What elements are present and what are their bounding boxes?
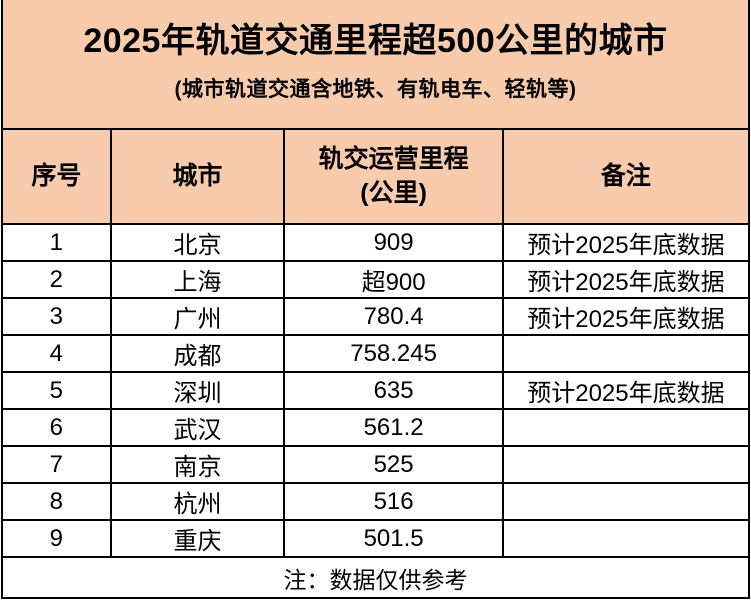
cell-city: 重庆 — [109, 519, 286, 558]
cell-note: 预计2025年底数据 — [501, 260, 751, 299]
cell-mileage: 758.245 — [283, 334, 504, 373]
cell-note — [501, 334, 751, 373]
table-row: 5 深圳 635 预计2025年底数据 — [1, 371, 751, 410]
cell-index: 8 — [1, 482, 112, 521]
cell-mileage: 909 — [283, 223, 504, 262]
page-title: 2025年轨道交通里程超500公里的城市 — [83, 22, 668, 60]
col-header-mileage-line2: (公里) — [360, 178, 427, 207]
cell-index: 4 — [1, 334, 112, 373]
table-row: 4 成都 758.245 — [1, 334, 751, 373]
cell-city: 北京 — [109, 223, 286, 262]
table-footnote: 注：数据仅供参考 — [1, 556, 750, 599]
table-row: 1 北京 909 预计2025年底数据 — [1, 223, 751, 262]
cell-index: 9 — [1, 519, 112, 558]
cell-mileage: 超900 — [283, 260, 504, 299]
cell-city: 深圳 — [109, 371, 286, 410]
cell-note: 预计2025年底数据 — [501, 297, 751, 336]
page-subtitle: (城市轨道交通含地铁、有轨电车、轻轨等) — [174, 77, 577, 101]
cell-index: 1 — [1, 223, 112, 262]
table-row: 7 南京 525 — [1, 445, 751, 484]
col-header-note: 备注 — [501, 128, 751, 225]
table-row: 3 广州 780.4 预计2025年底数据 — [1, 297, 751, 336]
table-row: 9 重庆 501.5 — [1, 519, 751, 558]
table-row: 2 上海 超900 预计2025年底数据 — [1, 260, 751, 299]
cell-mileage: 516 — [283, 482, 504, 521]
col-header-mileage-line1: 轨交运营里程 — [318, 144, 469, 173]
mileage-table: 序号 城市 轨交运营里程 (公里) 备注 1 北京 909 预计2025年底数据… — [1, 128, 751, 599]
cell-city: 杭州 — [109, 482, 286, 521]
cell-index: 2 — [1, 260, 112, 299]
col-header-mileage: 轨交运营里程 (公里) — [283, 128, 504, 225]
table-body: 1 北京 909 预计2025年底数据 2 上海 超900 预计2025年底数据… — [1, 223, 751, 558]
cell-note: 预计2025年底数据 — [501, 223, 751, 262]
cell-note — [501, 445, 751, 484]
cell-city: 南京 — [109, 445, 286, 484]
cell-mileage: 635 — [283, 371, 504, 410]
cell-note: 预计2025年底数据 — [501, 371, 751, 410]
cell-note — [501, 408, 751, 447]
table-footer: 注：数据仅供参考 — [1, 556, 750, 599]
cell-index: 5 — [1, 371, 112, 410]
cell-note — [501, 519, 751, 558]
cell-note — [501, 482, 751, 521]
cell-index: 6 — [1, 408, 112, 447]
cell-city: 成都 — [109, 334, 286, 373]
table-row: 8 杭州 516 — [1, 482, 751, 521]
cell-city: 上海 — [109, 260, 286, 299]
cell-mileage: 561.2 — [283, 408, 504, 447]
table-title-block: 2025年轨道交通里程超500公里的城市 (城市轨道交通含地铁、有轨电车、轻轨等… — [1, 0, 750, 128]
cell-mileage: 501.5 — [283, 519, 504, 558]
col-header-index: 序号 — [1, 128, 112, 225]
table-header-row: 序号 城市 轨交运营里程 (公里) 备注 — [1, 128, 751, 225]
cell-index: 3 — [1, 297, 112, 336]
cell-mileage: 525 — [283, 445, 504, 484]
table-row: 6 武汉 561.2 — [1, 408, 751, 447]
cell-index: 7 — [1, 445, 112, 484]
cell-city: 广州 — [109, 297, 286, 336]
cell-city: 武汉 — [109, 408, 286, 447]
col-header-city: 城市 — [109, 128, 286, 225]
cell-mileage: 780.4 — [283, 297, 504, 336]
